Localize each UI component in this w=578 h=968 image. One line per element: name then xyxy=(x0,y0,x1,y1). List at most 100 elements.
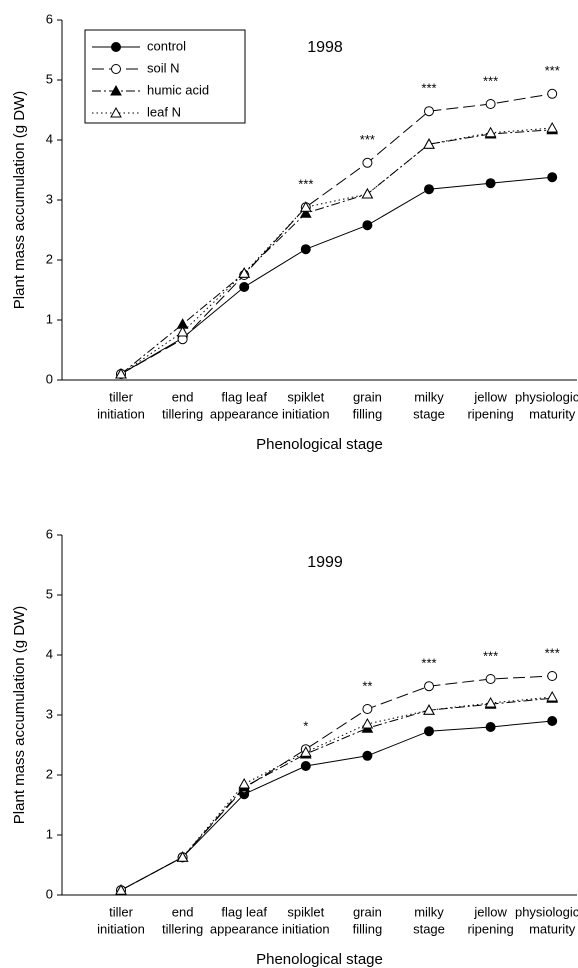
marker xyxy=(424,681,434,692)
y-tick-label: 0 xyxy=(46,371,53,386)
marker xyxy=(362,220,373,231)
x-tick-label: flag leaf xyxy=(221,389,267,404)
x-tick-label: maturity xyxy=(529,921,576,936)
x-tick-label: stage xyxy=(413,921,445,936)
marker xyxy=(423,704,435,715)
y-tick-label: 5 xyxy=(46,586,53,601)
series-line xyxy=(120,697,553,891)
marker xyxy=(299,207,312,218)
y-tick-label: 4 xyxy=(46,131,53,146)
y-tick-label: 3 xyxy=(46,706,53,721)
marker xyxy=(546,121,559,133)
x-axis-label: Phenological stage xyxy=(256,436,383,453)
x-tick-label: initiation xyxy=(97,921,145,936)
marker xyxy=(361,187,374,199)
x-tick-label: spiklet xyxy=(287,904,324,919)
legend-marker xyxy=(111,42,121,52)
marker xyxy=(424,726,434,737)
marker xyxy=(362,750,373,761)
y-tick-label: 2 xyxy=(46,766,53,781)
marker xyxy=(115,884,127,895)
x-tick-label: grain xyxy=(353,904,382,919)
x-tick-label: ripening xyxy=(467,921,513,936)
marker xyxy=(423,138,435,149)
y-tick-label: 1 xyxy=(46,311,53,326)
panel-title: 1998 xyxy=(307,39,343,56)
y-axis-label: Plant mass accumulation (g DW) xyxy=(11,606,28,824)
x-tick-label: filling xyxy=(353,406,383,421)
x-tick-label: milky xyxy=(414,389,444,404)
y-tick-label: 0 xyxy=(46,886,53,901)
marker xyxy=(485,178,496,189)
x-axis-label: Phenological stage xyxy=(256,951,383,968)
legend-label: humic acid xyxy=(147,82,209,97)
marker xyxy=(547,671,558,681)
x-tick-label: end xyxy=(172,904,194,919)
y-axis-label: Plant mass accumulation (g DW) xyxy=(11,91,28,309)
significance-label: *** xyxy=(360,132,375,147)
marker xyxy=(484,126,497,138)
y-tick-label: 4 xyxy=(46,646,53,661)
panel-title: 1999 xyxy=(307,554,343,571)
marker xyxy=(362,704,373,714)
significance-label: *** xyxy=(483,73,498,88)
x-tick-label: jellow xyxy=(473,389,507,404)
x-tick-label: grain xyxy=(353,389,382,404)
y-tick-label: 6 xyxy=(46,11,53,26)
marker xyxy=(300,244,311,255)
x-tick-label: filling xyxy=(353,921,383,936)
series-line xyxy=(120,176,553,375)
significance-label: *** xyxy=(298,177,313,192)
marker xyxy=(239,282,250,292)
y-tick-label: 3 xyxy=(46,191,53,206)
marker xyxy=(547,716,558,726)
significance-label: *** xyxy=(545,645,560,660)
marker xyxy=(362,157,373,168)
marker xyxy=(547,88,558,99)
legend-label: control xyxy=(147,38,186,53)
y-tick-label: 1 xyxy=(46,826,53,841)
significance-label: *** xyxy=(483,648,498,663)
marker xyxy=(176,851,189,862)
marker xyxy=(485,674,496,684)
significance-label: * xyxy=(303,719,308,734)
x-tick-label: tiller xyxy=(109,904,134,919)
significance-label: ** xyxy=(362,678,372,693)
marker xyxy=(484,696,497,708)
x-tick-label: tillering xyxy=(162,406,203,421)
x-tick-label: spiklet xyxy=(287,389,324,404)
x-tick-label: end xyxy=(172,389,194,404)
legend-marker xyxy=(110,84,122,96)
x-tick-label: initiation xyxy=(282,921,330,936)
marker xyxy=(115,367,127,379)
significance-label: *** xyxy=(421,656,436,671)
x-tick-label: physiological xyxy=(515,904,578,919)
x-tick-label: milky xyxy=(414,904,444,919)
marker xyxy=(485,722,496,732)
marker xyxy=(546,690,559,702)
marker xyxy=(176,325,189,337)
legend-label: leaf N xyxy=(147,104,181,119)
marker xyxy=(424,184,434,195)
y-tick-label: 6 xyxy=(46,526,53,541)
significance-label: *** xyxy=(545,63,560,78)
marker xyxy=(547,172,558,183)
marker xyxy=(485,99,496,109)
marker xyxy=(238,777,251,789)
x-tick-label: appearance xyxy=(210,921,279,936)
legend-marker xyxy=(110,106,122,118)
series-line xyxy=(120,720,553,891)
marker xyxy=(299,746,312,757)
marker xyxy=(361,717,374,729)
y-tick-label: 5 xyxy=(46,71,53,86)
x-tick-label: initiation xyxy=(97,406,145,421)
legend-marker xyxy=(111,64,121,74)
marker xyxy=(238,267,251,278)
marker xyxy=(299,201,312,212)
x-tick-label: initiation xyxy=(282,406,330,421)
x-tick-label: physiological xyxy=(515,389,578,404)
x-tick-label: appearance xyxy=(210,406,279,421)
marker xyxy=(300,761,311,771)
marker xyxy=(424,106,434,117)
